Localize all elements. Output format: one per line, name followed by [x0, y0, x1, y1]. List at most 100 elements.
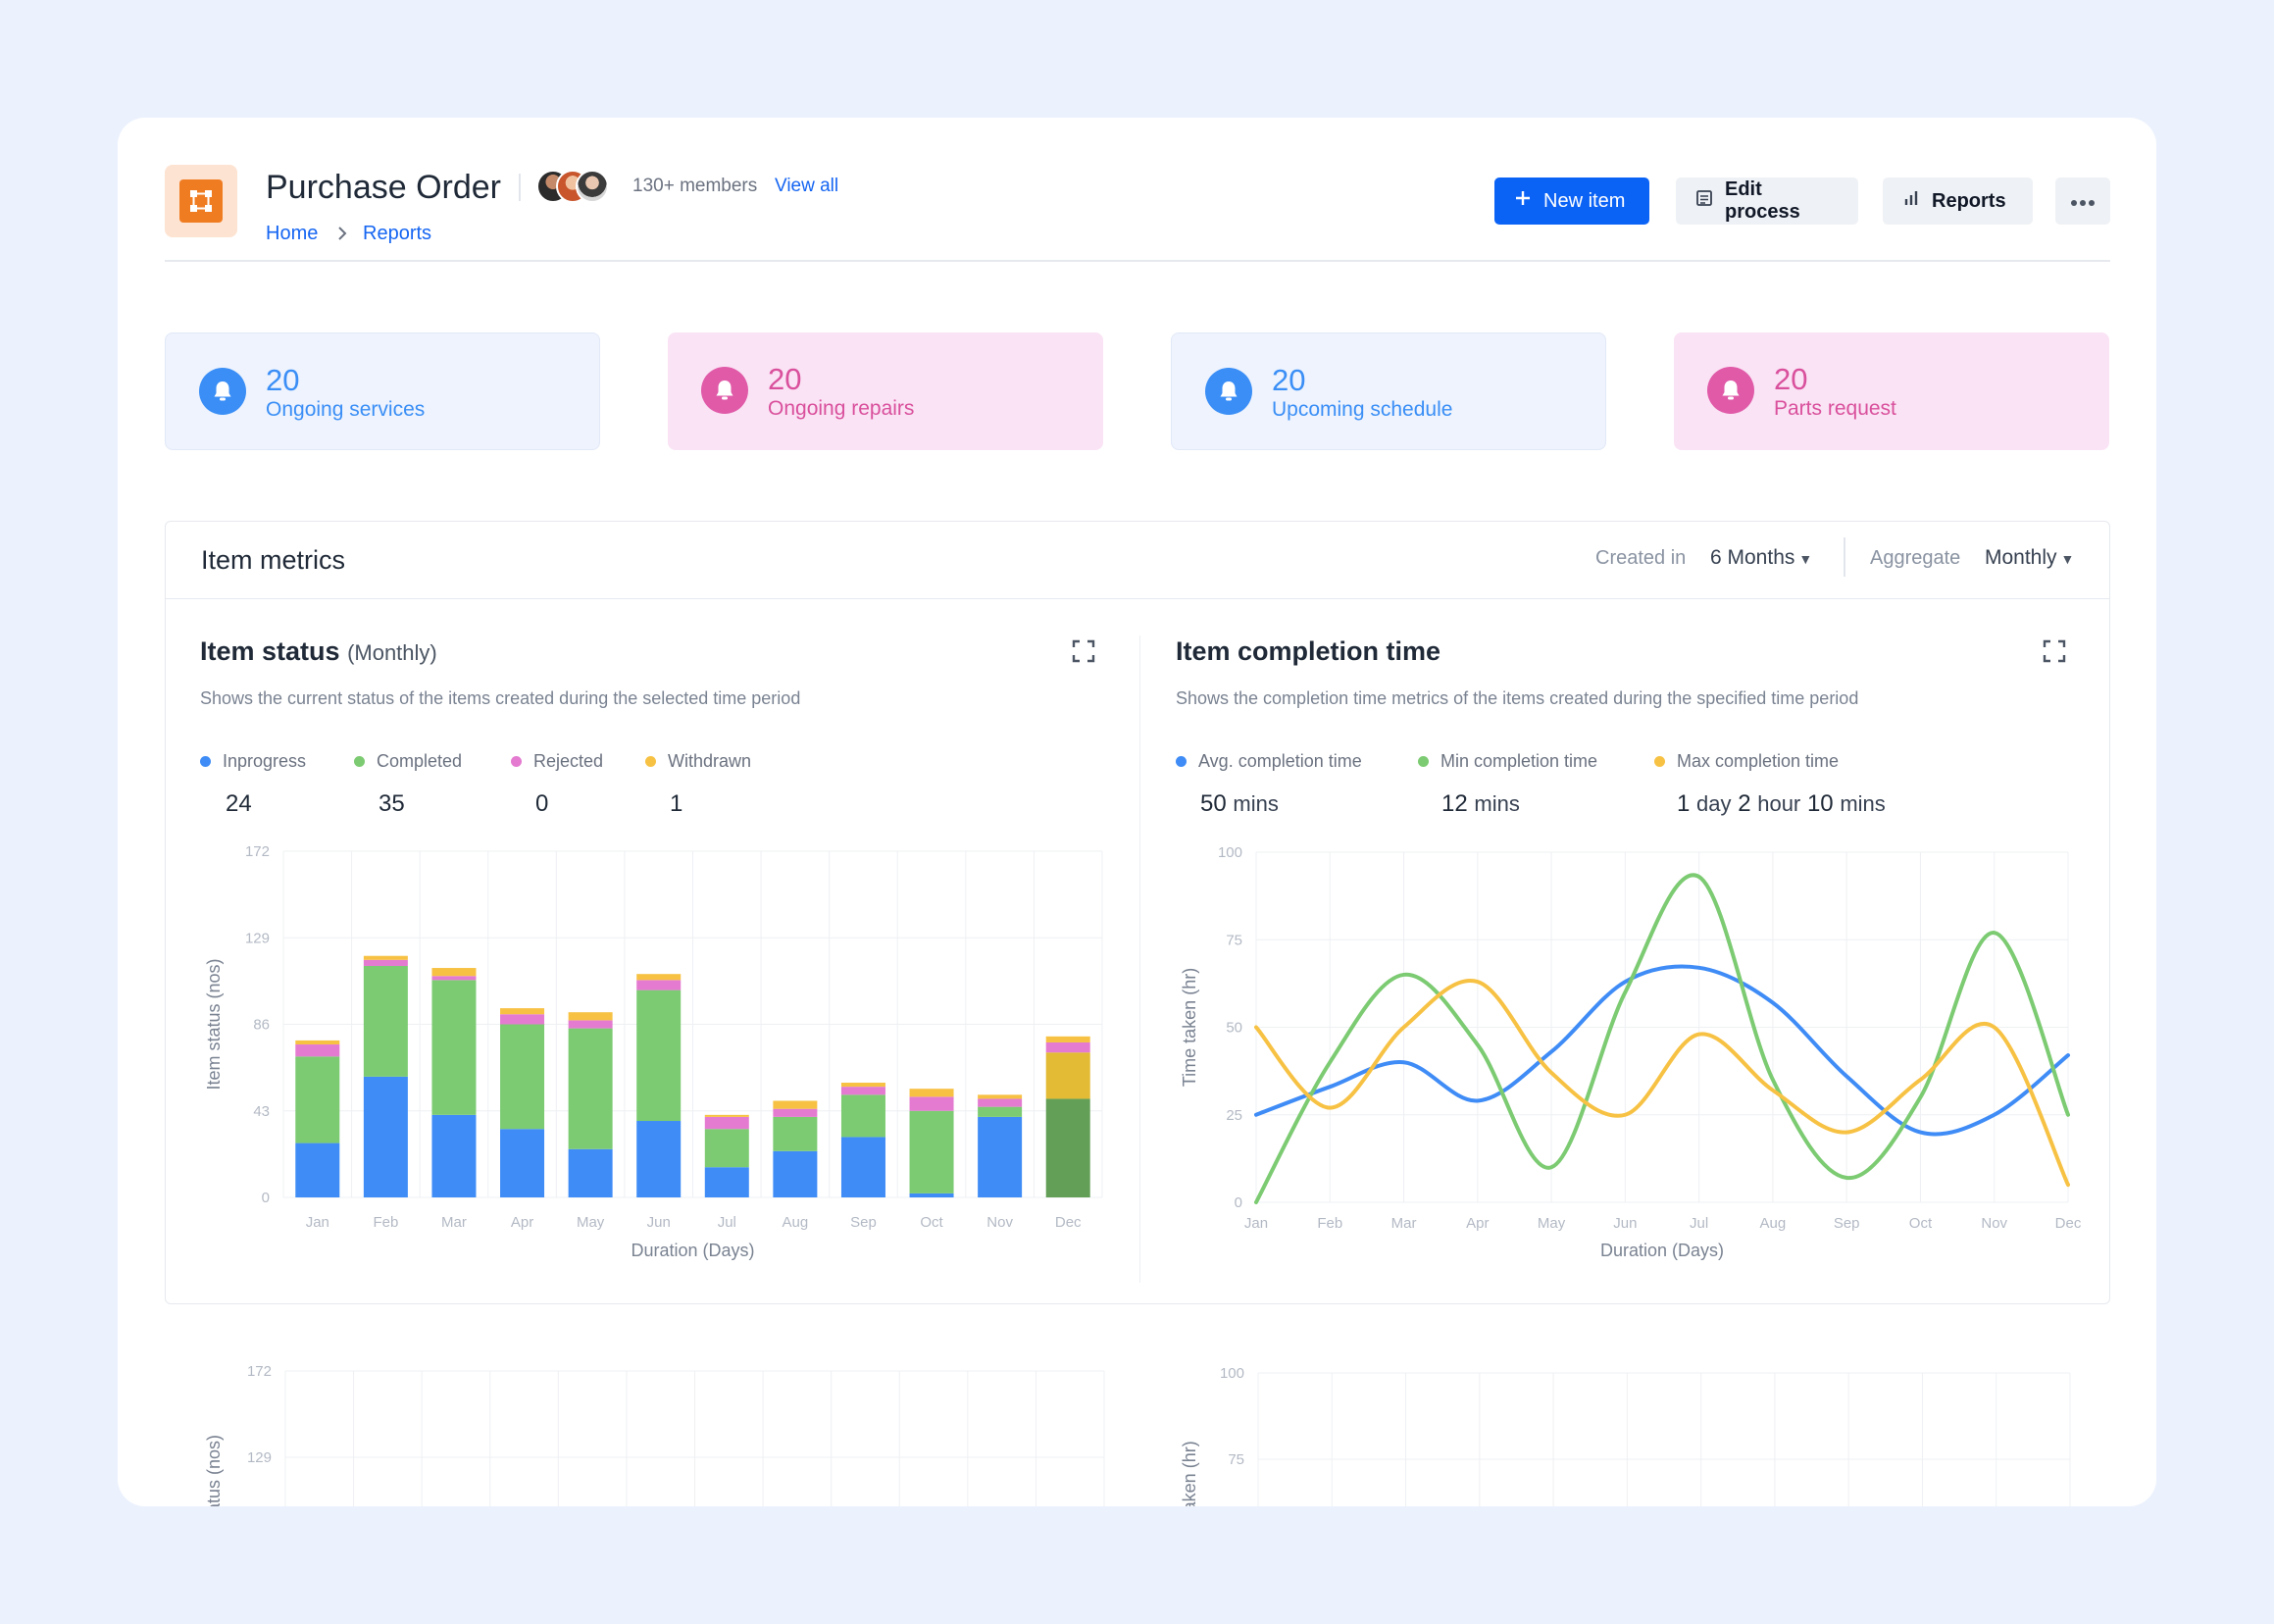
expand-icon[interactable] [2043, 639, 2066, 663]
completion-time-chart: 0 25 50 75 100 Jan Feb Mar Apr May Jun Jul Aug Sep Oct… [1180, 844, 2082, 1260]
y-tick-label: 50 [1226, 1020, 1242, 1037]
legend-label: Completed [377, 751, 463, 771]
legend-label: Withdrawn [668, 751, 752, 771]
legend-rejected[interactable]: Rejected [511, 751, 603, 772]
item-status-subtitle: (Monthly) [347, 640, 437, 665]
value-number: 2 [1738, 790, 1751, 817]
bar-segment [568, 1020, 613, 1029]
bell-icon [1707, 367, 1754, 414]
bar-segment [363, 1076, 408, 1197]
x-tick-label: Jun [647, 1214, 671, 1231]
bar-segment [295, 1044, 340, 1057]
value-number: 12 [1441, 790, 1468, 817]
x-tick-label: Aug [783, 1214, 809, 1231]
legend-value: 12 mins [1441, 790, 1520, 818]
more-options-button[interactable] [2055, 178, 2110, 225]
y-tick-label: 172 [245, 843, 270, 860]
bar-segment [500, 1129, 545, 1197]
x-tick-label: May [1538, 1215, 1566, 1232]
bar-segment [500, 1024, 545, 1130]
legend-value: 1 [670, 790, 683, 817]
edit-process-button[interactable]: Edit process [1676, 178, 1858, 225]
breadcrumb-reports[interactable]: Reports [363, 223, 432, 244]
breadcrumb-home[interactable]: Home [266, 223, 319, 244]
document-icon [1695, 189, 1713, 213]
new-item-button[interactable]: New item [1494, 178, 1649, 225]
stat-value: 20 [266, 363, 300, 397]
x-tick-label: Sep [850, 1214, 877, 1231]
edit-process-label: Edit process [1725, 178, 1800, 223]
legend-value: 24 [226, 790, 252, 817]
legend-min-completion[interactable]: Min completion time [1418, 751, 1597, 772]
y-tick-label: 43 [253, 1103, 270, 1120]
value-unit: hour [1757, 791, 1801, 816]
bar-segment [704, 1114, 749, 1117]
legend-inprogress[interactable]: Inprogress [200, 751, 306, 772]
bell-icon [701, 367, 748, 414]
bar-segment [1045, 1052, 1090, 1099]
bar-segment [704, 1129, 749, 1168]
view-all-link[interactable]: View all [775, 176, 839, 196]
bar-segment [840, 1083, 885, 1088]
chart-divider [1139, 635, 1140, 1283]
legend-max-completion[interactable]: Max completion time [1654, 751, 1839, 772]
bar-segment [840, 1137, 885, 1197]
value-unit: day [1696, 791, 1732, 816]
stat-card-ongoing-services[interactable]: 20 Ongoing services [165, 332, 600, 450]
value-number: 50 [1200, 790, 1227, 817]
legend-dot [1654, 756, 1665, 767]
bar-segment [1045, 1041, 1090, 1053]
bar-segment [295, 1056, 340, 1143]
x-axis-label: Duration (Days) [1600, 1241, 1724, 1260]
stat-label: Upcoming schedule [1272, 398, 1453, 421]
expand-icon[interactable] [1072, 639, 1095, 663]
legend-value: 35 [379, 790, 405, 817]
legend-dot [354, 756, 365, 767]
created-in-select[interactable]: 6 Months ▼ [1710, 546, 1812, 570]
reports-button[interactable]: Reports [1883, 178, 2033, 225]
legend-completed[interactable]: Completed [354, 751, 462, 772]
created-in-label: Created in [1595, 547, 1687, 569]
legend-dot [1418, 756, 1429, 767]
bar-segment [909, 1193, 954, 1197]
stat-value: 20 [768, 362, 802, 396]
x-tick-label: Nov [986, 1214, 1013, 1231]
stat-value: 20 [1272, 363, 1306, 397]
y-tick-label: 25 [1226, 1107, 1242, 1124]
stat-card-parts-request[interactable]: 20 Parts request [1674, 332, 2109, 450]
lower-charts-preview: 172 129 Item status (nos) 100 75 Time taken (… [204, 1363, 2071, 1506]
item-status-chart: 0 43 86 129 172 Jan Feb Mar Apr May Jun Jul Aug Sep Oc… [204, 843, 1103, 1260]
bar-segment [978, 1098, 1023, 1107]
legend-withdrawn[interactable]: Withdrawn [645, 751, 751, 772]
bar-segment [773, 1100, 818, 1109]
item-status-description: Shows the current status of the items cr… [200, 688, 801, 708]
metrics-title: Item metrics [201, 545, 346, 575]
bar-segment [568, 1148, 613, 1197]
bar-segment [363, 955, 408, 960]
legend-dot [645, 756, 656, 767]
stat-card-upcoming-schedule[interactable]: 20 Upcoming schedule [1171, 332, 1606, 450]
aggregate-select[interactable]: Monthly ▼ [1985, 546, 2074, 570]
series-line [1254, 978, 2070, 1188]
y-tick-label: 100 [1220, 1365, 1244, 1382]
x-tick-label: Mar [441, 1214, 467, 1231]
app-icon [165, 165, 237, 237]
bar-segment [431, 968, 477, 977]
new-item-label: New item [1543, 189, 1626, 212]
bar-segment [500, 1014, 545, 1025]
legend-value: 1 day 2 hour 10 mins [1677, 790, 1886, 818]
bar-segment [431, 1114, 477, 1197]
stat-card-ongoing-repairs[interactable]: 20 Ongoing repairs [668, 332, 1103, 450]
y-tick-label: 0 [262, 1190, 270, 1206]
y-axis-label: Time taken (hr) [1180, 1441, 1199, 1506]
y-tick-label: 172 [247, 1363, 272, 1380]
bar-segment [363, 965, 408, 1077]
bar-segment [500, 1008, 545, 1015]
y-tick-label: 129 [247, 1449, 272, 1466]
legend-label: Inprogress [223, 751, 307, 771]
stat-label: Ongoing repairs [768, 397, 915, 420]
bar-segment [773, 1116, 818, 1151]
bar-segment [704, 1167, 749, 1197]
y-tick-label: 129 [245, 930, 270, 946]
legend-avg-completion[interactable]: Avg. completion time [1176, 751, 1362, 772]
